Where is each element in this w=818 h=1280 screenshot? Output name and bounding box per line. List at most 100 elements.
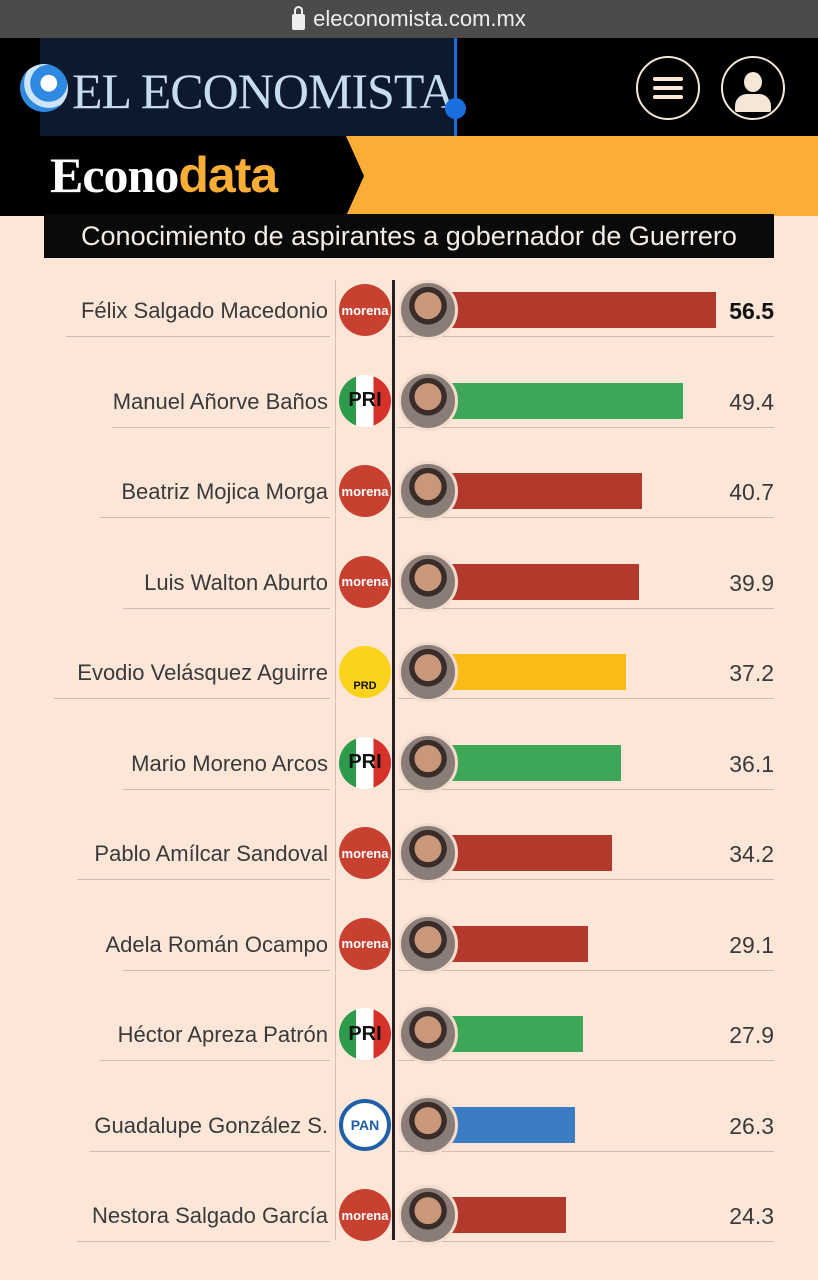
row-divider <box>398 1241 774 1242</box>
chart-row: Luis Walton Aburto morena 39.9 <box>0 551 818 646</box>
candidate-photo <box>398 551 458 612</box>
candidate-name: Mario Moreno Arcos <box>131 750 328 776</box>
name-underline <box>123 607 330 609</box>
candidate-name: Guadalupe González S. <box>94 1112 328 1138</box>
row-divider <box>398 336 774 337</box>
candidate-photo <box>398 461 458 521</box>
candidate-photo <box>398 1094 458 1155</box>
candidate-photo <box>398 1004 458 1064</box>
pri-logo-icon: PRI <box>339 374 391 427</box>
bar <box>440 473 643 509</box>
candidate-name: Héctor Apreza Patrón <box>117 1022 328 1047</box>
chart-title: Conocimiento de aspirantes a gobernador … <box>44 214 774 258</box>
value-label: 40.7 <box>729 479 774 505</box>
name-underline <box>123 788 330 790</box>
candidate-name: Pablo Amílcar Sandoval <box>94 841 328 866</box>
name-underline <box>88 1150 330 1152</box>
name-underline <box>100 1060 330 1061</box>
user-icon <box>735 72 771 118</box>
row-divider <box>398 969 774 971</box>
chart-row: Héctor Apreza Patrón PRI 27.9 <box>0 1004 818 1098</box>
pri-logo-icon: PRI <box>339 1008 391 1060</box>
name-underline <box>111 426 330 428</box>
name-underline <box>77 879 330 880</box>
divider <box>335 280 336 1240</box>
candidate-name: Nestora Salgado García <box>91 1203 328 1228</box>
site-logo[interactable]: EL ECONOMISTA <box>72 63 456 119</box>
morena-logo-icon: morena <box>339 284 391 336</box>
candidate-photo <box>398 642 458 702</box>
candidate-name: Beatriz Mojica Morga <box>121 479 328 504</box>
chart-row: Nestora Salgado García morena 24.3 <box>0 1185 818 1279</box>
chart-row: Manuel Añorve Baños PRI 49.4 <box>0 370 818 465</box>
name-underline <box>123 969 330 971</box>
value-label: 24.3 <box>729 1203 774 1229</box>
morena-logo-icon: morena <box>339 827 391 879</box>
chart-row: Félix Salgado Macedonio morena 56.5 <box>0 280 818 374</box>
row-divider <box>398 1060 774 1061</box>
bar <box>440 835 613 871</box>
chart-row: Mario Moreno Arcos PRI 36.1 <box>0 732 818 827</box>
axis-line <box>392 280 395 1240</box>
value-label: 29.1 <box>729 931 774 958</box>
row-divider <box>398 788 774 790</box>
bar <box>440 654 627 690</box>
logo-selection <box>40 38 456 136</box>
value-label: 56.5 <box>729 298 774 324</box>
bar <box>440 925 589 962</box>
lock-icon <box>292 6 306 30</box>
account-button[interactable] <box>721 56 785 120</box>
morena-logo-icon: morena <box>339 465 391 517</box>
row-divider <box>398 426 774 428</box>
candidate-photo <box>398 370 458 431</box>
candidate-name: Luis Walton Aburto <box>144 569 328 595</box>
chart-row: Evodio Velásquez Aguirre PRD 37.2 <box>0 642 818 736</box>
bar <box>440 563 639 600</box>
candidate-photo <box>398 823 458 883</box>
row-divider <box>398 1150 774 1152</box>
row-divider <box>398 698 774 699</box>
url-bar[interactable]: eleconomista.com.mx <box>0 0 818 38</box>
bar <box>440 1016 583 1052</box>
value-label: 26.3 <box>729 1112 774 1139</box>
name-underline <box>100 517 330 518</box>
bar <box>440 1106 576 1143</box>
candidate-name: Félix Salgado Macedonio <box>80 298 328 323</box>
prd-logo-icon: PRD <box>339 646 391 698</box>
chart-row: Beatriz Mojica Morga morena 40.7 <box>0 461 818 555</box>
row-divider <box>398 517 774 518</box>
candidate-name: Adela Román Ocampo <box>105 931 328 957</box>
url-text: eleconomista.com.mx <box>313 6 526 31</box>
chart-row: Pablo Amílcar Sandoval morena 34.2 <box>0 823 818 917</box>
morena-logo-icon: morena <box>339 917 391 970</box>
pri-logo-icon: PRI <box>339 736 391 789</box>
name-underline <box>65 336 330 337</box>
name-underline <box>54 698 330 699</box>
candidate-name: Manuel Añorve Baños <box>112 388 328 414</box>
morena-logo-icon: morena <box>339 555 391 608</box>
globe-logo-icon <box>20 64 68 112</box>
selection-handle[interactable] <box>445 98 466 119</box>
hamburger-icon <box>653 77 683 81</box>
section-title-suffix: data <box>178 147 278 203</box>
morena-logo-icon: morena <box>339 1189 391 1241</box>
section-band-accent <box>346 136 818 216</box>
row-divider <box>398 879 774 880</box>
chart-row: Guadalupe González S. PAN 26.3 <box>0 1094 818 1189</box>
site-header: EL ECONOMISTA <box>0 38 818 144</box>
candidate-photo <box>398 280 458 340</box>
chart-row: Adela Román Ocampo morena 29.1 <box>0 913 818 1008</box>
bar <box>440 292 716 328</box>
section-title: Econodata <box>50 146 278 204</box>
value-label: 49.4 <box>729 388 774 415</box>
bar <box>440 382 683 419</box>
bar <box>440 744 622 781</box>
pan-logo-icon: PAN <box>339 1098 391 1151</box>
value-label: 27.9 <box>729 1022 774 1048</box>
value-label: 36.1 <box>729 750 774 777</box>
value-label: 37.2 <box>729 660 774 686</box>
candidate-photo <box>398 1185 458 1245</box>
section-title-prefix: Econo <box>50 147 179 203</box>
menu-button[interactable] <box>636 56 700 120</box>
value-label: 39.9 <box>729 569 774 596</box>
